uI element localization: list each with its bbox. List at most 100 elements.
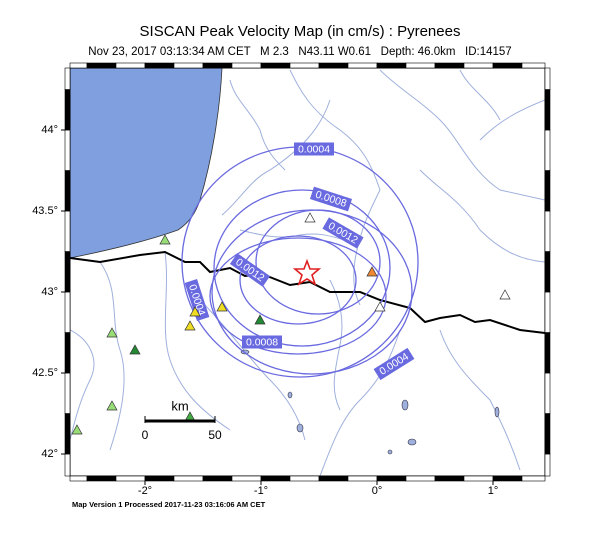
frame-bar bbox=[544, 210, 551, 252]
frame-bar bbox=[64, 89, 71, 131]
frame-bar bbox=[544, 291, 551, 333]
y-tick-label: 42.5° bbox=[32, 367, 58, 379]
map-area: 0.00040.00040.00040.00080.00080.00120.00… bbox=[70, 68, 545, 476]
ocean bbox=[70, 68, 223, 259]
station bbox=[216, 301, 228, 312]
y-tick-label: 43.5° bbox=[32, 205, 58, 217]
scale-tick-label: 0 bbox=[142, 428, 149, 442]
contour bbox=[255, 209, 381, 315]
frame-bar bbox=[289, 62, 320, 69]
contour-label-bg bbox=[309, 186, 353, 212]
frame-bar bbox=[173, 475, 204, 482]
contour-label-group: 0.0004 bbox=[294, 142, 334, 156]
frame-bar bbox=[64, 372, 71, 414]
station bbox=[254, 314, 266, 325]
frame-bar bbox=[144, 475, 175, 482]
footer: Map Version 1 Processed 2017-11-23 03:16… bbox=[72, 500, 266, 509]
frame-bar bbox=[64, 170, 71, 212]
frame-bars bbox=[64, 62, 551, 482]
frame-bar bbox=[463, 62, 494, 69]
y-tick-label: 44° bbox=[41, 124, 58, 136]
frame-bar bbox=[434, 475, 465, 482]
station bbox=[71, 424, 83, 435]
frame-bar bbox=[544, 89, 551, 131]
x-tick-label: 0° bbox=[372, 485, 383, 497]
station bbox=[159, 234, 171, 245]
frame-bar bbox=[521, 475, 546, 482]
frame-bar bbox=[231, 475, 262, 482]
x-tick-label: 1° bbox=[488, 485, 499, 497]
contour-label-bg bbox=[229, 253, 271, 287]
frame-bar bbox=[173, 62, 204, 69]
station bbox=[374, 301, 386, 312]
contour bbox=[239, 235, 357, 325]
frame-bar bbox=[260, 62, 291, 69]
station bbox=[189, 306, 201, 317]
frame-bar bbox=[144, 62, 175, 69]
frame-bar bbox=[86, 62, 117, 69]
scale-unit: km bbox=[171, 398, 188, 413]
contour-label-bg bbox=[294, 142, 334, 156]
frame-bar bbox=[64, 453, 71, 477]
frame-bar bbox=[347, 475, 378, 482]
frame-bar bbox=[64, 251, 71, 293]
map-subtitle: Nov 23, 2017 03:13:34 AM CET M 2.3 N43.1… bbox=[88, 46, 511, 58]
contour-label-bg bbox=[373, 347, 415, 381]
frame-bar bbox=[318, 62, 349, 69]
frame-bar bbox=[521, 62, 546, 69]
frame-bar bbox=[544, 372, 551, 414]
frame-bar bbox=[492, 62, 523, 69]
rivers bbox=[70, 69, 545, 476]
frame-bar bbox=[64, 210, 71, 252]
frame-bar bbox=[64, 129, 71, 171]
frame-bar bbox=[434, 62, 465, 69]
frame-bar bbox=[376, 62, 407, 69]
station bbox=[129, 344, 141, 355]
epicenter bbox=[292, 258, 322, 286]
frame-bar bbox=[115, 62, 146, 69]
station bbox=[366, 266, 378, 277]
contour-label-bg bbox=[322, 217, 364, 249]
frame-bar bbox=[69, 475, 88, 482]
station bbox=[184, 320, 196, 331]
contour-label-group: 0.0008 bbox=[242, 335, 282, 349]
frame-bar bbox=[492, 475, 523, 482]
frame-bar bbox=[544, 67, 551, 90]
contour-label: 0.0008 bbox=[246, 336, 278, 348]
contour bbox=[213, 189, 391, 347]
frame-bar bbox=[289, 475, 320, 482]
station bbox=[304, 212, 316, 223]
contour-label: 0.0004 bbox=[298, 143, 330, 155]
frame-bar bbox=[69, 62, 88, 69]
y-tick-label: 42° bbox=[41, 448, 58, 460]
frame-bar bbox=[260, 475, 291, 482]
frame-bar bbox=[463, 475, 494, 482]
frame-bar bbox=[347, 62, 378, 69]
frame-bar bbox=[64, 291, 71, 333]
frame-bar bbox=[202, 475, 233, 482]
frame-bar bbox=[544, 453, 551, 477]
scale-tick-label: 50 bbox=[208, 428, 222, 442]
frame-bar bbox=[64, 67, 71, 90]
frame-bar bbox=[115, 475, 146, 482]
frame-bar bbox=[318, 475, 349, 482]
station bbox=[106, 327, 118, 338]
frame-bar bbox=[64, 413, 71, 455]
x-tick-label: -2° bbox=[138, 485, 152, 497]
frame-bar bbox=[405, 62, 436, 69]
frame-bar bbox=[544, 251, 551, 293]
scale-bar: km 0 50 bbox=[142, 398, 222, 442]
frame-bar bbox=[64, 332, 71, 374]
x-tick-label: -1° bbox=[254, 485, 268, 497]
station bbox=[499, 289, 511, 300]
frame-bar bbox=[405, 475, 436, 482]
contour-label-bg bbox=[242, 335, 282, 349]
contour-label-bg bbox=[184, 278, 210, 322]
scale-line bbox=[145, 419, 215, 423]
frame-bar bbox=[86, 475, 117, 482]
frame-bar bbox=[544, 413, 551, 455]
frame-bar bbox=[376, 475, 407, 482]
frame-bar bbox=[231, 62, 262, 69]
frame-bar bbox=[544, 332, 551, 374]
